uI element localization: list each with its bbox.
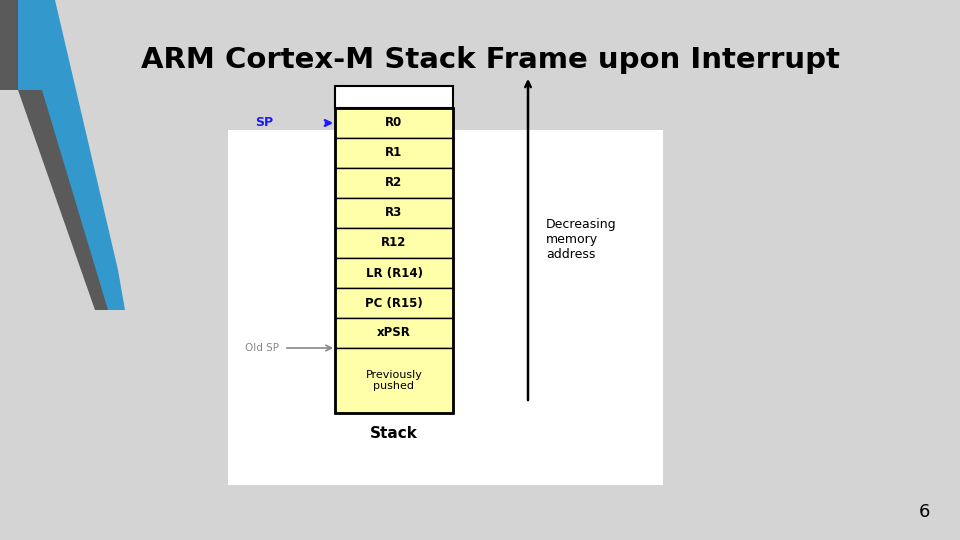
- Bar: [335, 86, 453, 108]
- Bar: [335, 318, 453, 348]
- Bar: [335, 288, 453, 318]
- Polygon shape: [18, 0, 125, 310]
- Text: R0: R0: [385, 117, 402, 130]
- Text: Decreasing
memory
address: Decreasing memory address: [546, 218, 616, 261]
- Text: Previously
pushed: Previously pushed: [366, 370, 422, 392]
- Polygon shape: [0, 0, 115, 310]
- Text: R1: R1: [385, 146, 402, 159]
- Text: Old SP: Old SP: [245, 343, 279, 353]
- Text: Stack: Stack: [370, 426, 418, 441]
- Text: R2: R2: [385, 177, 402, 190]
- Bar: [335, 198, 453, 228]
- Text: xPSR: xPSR: [377, 327, 411, 340]
- Text: LR (R14): LR (R14): [366, 267, 422, 280]
- Bar: [228, 130, 663, 485]
- Text: ARM Cortex-M Stack Frame upon Interrupt: ARM Cortex-M Stack Frame upon Interrupt: [140, 46, 839, 74]
- Bar: [335, 258, 453, 288]
- Text: R3: R3: [385, 206, 402, 219]
- Bar: [335, 228, 453, 258]
- Bar: [335, 168, 453, 198]
- Bar: [335, 86, 453, 108]
- Bar: [335, 108, 453, 413]
- Text: 6: 6: [919, 503, 930, 521]
- Text: SP: SP: [254, 117, 273, 130]
- Bar: [335, 348, 453, 413]
- Text: R12: R12: [381, 237, 407, 249]
- Bar: [335, 138, 453, 168]
- Bar: [335, 108, 453, 138]
- Text: PC (R15): PC (R15): [365, 296, 422, 309]
